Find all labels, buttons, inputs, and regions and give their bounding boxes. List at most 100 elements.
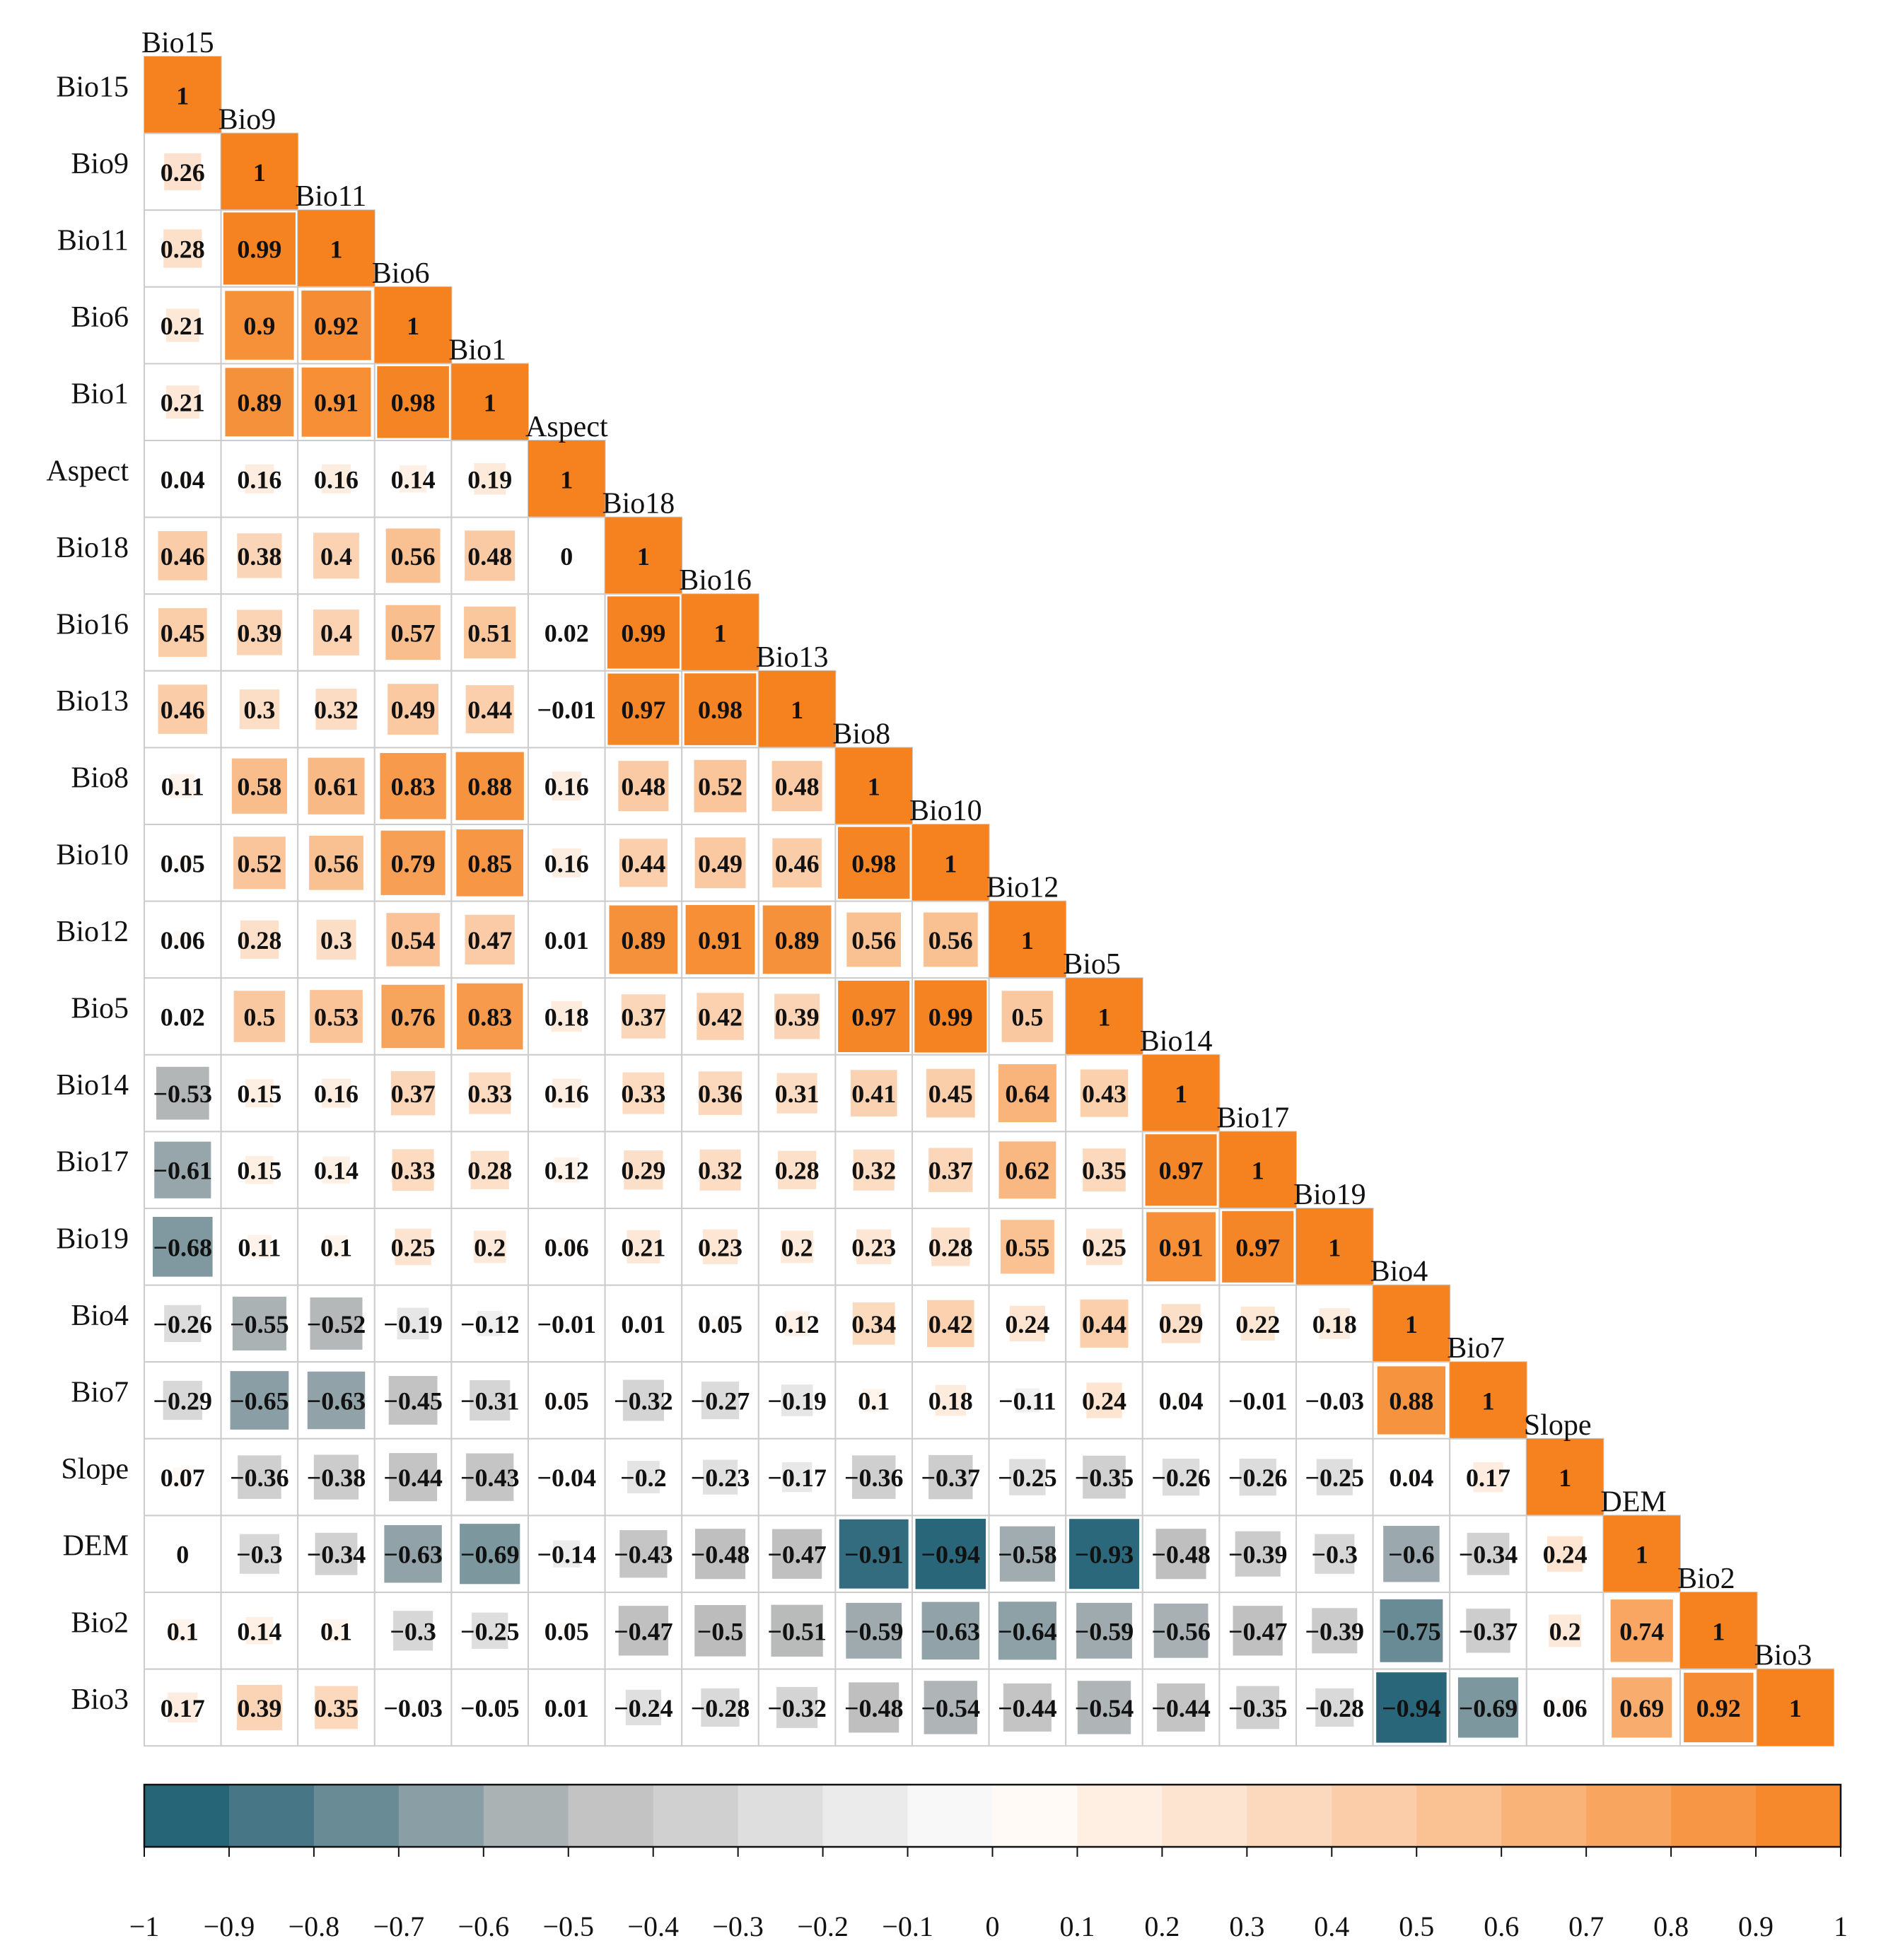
cell-value-Bio3-Bio5: −0.54 <box>1075 1694 1134 1722</box>
cell-square-Bio19-Bio8 <box>856 1229 892 1264</box>
cell-value-Bio17-Bio18: 0.29 <box>621 1157 665 1185</box>
cell-value-Bio12-Bio1: 0.47 <box>467 926 512 955</box>
cell-value-Bio6-Bio15: 0.21 <box>161 312 205 340</box>
cell-square-Bio3-Bio6 <box>407 1701 419 1714</box>
cell-value-Bio12-Bio13: 0.89 <box>775 926 820 955</box>
cell-value-Bio4-Bio14: 0.29 <box>1159 1310 1204 1338</box>
cell-value-Slope-Bio5: −0.35 <box>1075 1464 1134 1492</box>
cell-square-Bio4-Bio8 <box>852 1302 895 1345</box>
cell-square-Bio1-Bio9 <box>225 368 294 437</box>
cell-square-Bio7-Bio13 <box>781 1384 813 1416</box>
cell-square-Bio5-Bio16 <box>697 993 744 1040</box>
colorbar-segment <box>653 1785 739 1847</box>
cell-square-Bio4-Bio9 <box>232 1296 286 1351</box>
cell-value-Bio5-Bio10: 0.99 <box>928 1003 973 1032</box>
cell-value-Bio7-Bio10: 0.18 <box>928 1387 973 1416</box>
cell-square-Bio4-Bio10 <box>927 1300 974 1348</box>
cell-square-Bio2-Bio12 <box>998 1602 1056 1660</box>
colorbar-tick-label: 0.6 <box>1484 1911 1519 1942</box>
cell-square-Bio19-Bio5 <box>1085 1228 1123 1265</box>
cell-value-Bio3-Bio6: −0.03 <box>383 1694 443 1722</box>
cell-value-Bio3-Bio12: −0.44 <box>998 1694 1057 1722</box>
cell-value-DEM-Bio19: −0.3 <box>1312 1541 1358 1569</box>
cell-value-Bio13-Bio15: 0.46 <box>161 696 205 724</box>
cell-square-Slope-Bio6 <box>389 1453 438 1502</box>
cell-value-Slope-Bio9: −0.36 <box>230 1464 289 1492</box>
cell-square-Bio19-Bio17 <box>1222 1211 1294 1283</box>
cell-value-Bio19-Bio5: 0.25 <box>1082 1233 1126 1261</box>
cell-square-DEM-Bio16 <box>694 1529 746 1580</box>
cell-value-Bio17-Bio9: 0.15 <box>237 1157 281 1185</box>
cell-value-Bio4-Bio18: 0.01 <box>621 1310 665 1338</box>
cell-value-Bio7-Bio9: −0.65 <box>230 1387 289 1416</box>
cell-square-Bio17-Bio6 <box>392 1149 434 1191</box>
colorbar-tick-label: −0.6 <box>458 1911 510 1942</box>
cell-value-Bio3-Bio7: −0.69 <box>1459 1694 1518 1722</box>
cell-value-Slope-Bio11: −0.38 <box>307 1464 366 1492</box>
colorbar-tick-label: 0.8 <box>1653 1911 1689 1942</box>
cell-value-Slope-Bio10: −0.37 <box>921 1464 981 1492</box>
cell-value-Bio17-Bio11: 0.14 <box>314 1157 359 1185</box>
cell-square-Bio7-Bio12 <box>1015 1388 1040 1413</box>
cell-square-Bio3-Bio7 <box>1457 1677 1519 1738</box>
cell-value-Bio10-Bio16: 0.49 <box>698 849 742 877</box>
cell-value-Bio13-Bio18: 0.97 <box>621 696 665 724</box>
cell-square-Bio12-Bio8 <box>846 912 902 967</box>
row-label-Aspect: Aspect <box>46 455 129 487</box>
cell-value-DEM-Bio17: −0.39 <box>1228 1541 1288 1569</box>
cell-square-Bio19-Bio11 <box>325 1235 348 1259</box>
cell-square-Bio13-Bio11 <box>315 689 357 730</box>
cell-value-Aspect-Bio11: 0.16 <box>314 465 359 494</box>
cell-square-Bio12-Bio15 <box>173 931 192 949</box>
cell-value-DEM-Bio12: −0.58 <box>998 1541 1057 1569</box>
cell-value-Bio12-Bio9: 0.28 <box>237 926 281 955</box>
cell-value-Bio7-Bio12: −0.11 <box>998 1387 1056 1416</box>
cell-square-Bio17-Bio11 <box>322 1156 350 1184</box>
diag-label-Bio14: Bio14 <box>1140 1025 1213 1058</box>
cell-square-Bio16-Aspect <box>561 627 572 638</box>
variable-labels: Bio15Bio15Bio9Bio9Bio11Bio11Bio6Bio6Bio1… <box>46 27 1812 1716</box>
diag-label-Bio2: Bio2 <box>1677 1563 1735 1595</box>
cell-value-Bio5-Aspect: 0.18 <box>544 1003 589 1032</box>
cell-value-Bio14-Bio15: −0.53 <box>153 1080 213 1108</box>
colorbar-tick-label: −0.9 <box>204 1911 255 1942</box>
cell-value-Slope-Bio14: −0.26 <box>1151 1464 1211 1492</box>
cell-square-Bio10-Bio18 <box>619 839 668 887</box>
colorbar-segment <box>738 1785 824 1847</box>
cell-square-Slope-Bio7 <box>1473 1462 1503 1493</box>
cell-value-Bio8-Aspect: 0.16 <box>544 773 589 801</box>
cell-value-Bio19-Bio14: 0.91 <box>1159 1233 1204 1261</box>
cell-square-Bio15-Bio15 <box>144 57 221 134</box>
cell-value-Bio2-Bio16: −0.5 <box>697 1617 744 1645</box>
cell-square-Bio5-Aspect <box>551 1001 583 1032</box>
cell-value-DEM-Bio14: −0.48 <box>1151 1541 1211 1569</box>
cell-square-Bio4-Bio19 <box>1319 1308 1351 1339</box>
cell-value-Bio3-Bio14: −0.44 <box>1151 1694 1211 1722</box>
cell-value-Bio16-Bio16: 1 <box>714 619 727 648</box>
cell-value-Bio14-Bio5: 0.43 <box>1082 1080 1126 1108</box>
cell-value-Bio4-Bio16: 0.05 <box>698 1310 742 1338</box>
cell-value-Bio8-Bio6: 0.83 <box>391 773 436 801</box>
cell-value-Bio12-Bio8: 0.56 <box>851 926 896 955</box>
cell-square-Bio4-Bio4 <box>1373 1285 1450 1363</box>
cell-square-Slope-Bio8 <box>851 1455 896 1499</box>
cell-value-Bio4-Bio6: −0.19 <box>383 1310 443 1338</box>
cell-value-Bio19-Bio16: 0.23 <box>698 1233 742 1261</box>
cell-value-Bio2-Bio17: −0.47 <box>1228 1617 1288 1645</box>
row-label-Bio3: Bio3 <box>71 1684 129 1716</box>
cell-value-Bio7-Bio14: 0.04 <box>1159 1387 1204 1416</box>
cell-square-Bio11-Bio9 <box>223 212 296 285</box>
cell-square-Slope-Slope <box>1526 1438 1604 1516</box>
cell-square-Slope-Bio19 <box>1316 1459 1353 1495</box>
cell-square-Bio4-Bio16 <box>712 1315 728 1332</box>
cell-value-Bio3-Bio1: −0.05 <box>460 1694 520 1722</box>
cell-square-Bio10-Bio9 <box>233 836 286 889</box>
cell-square-Bio16-Bio18 <box>607 596 680 669</box>
cell-square-Bio11-Bio15 <box>163 229 202 268</box>
cell-value-Bio19-Bio18: 0.21 <box>621 1233 665 1261</box>
cell-square-Bio14-Aspect <box>552 1078 581 1108</box>
colorbar-segment <box>483 1785 569 1847</box>
colorbar-tick-label: 0.7 <box>1568 1911 1604 1942</box>
colorbar-tick-label: −0.3 <box>712 1911 764 1942</box>
colorbar-segment <box>1586 1785 1672 1847</box>
